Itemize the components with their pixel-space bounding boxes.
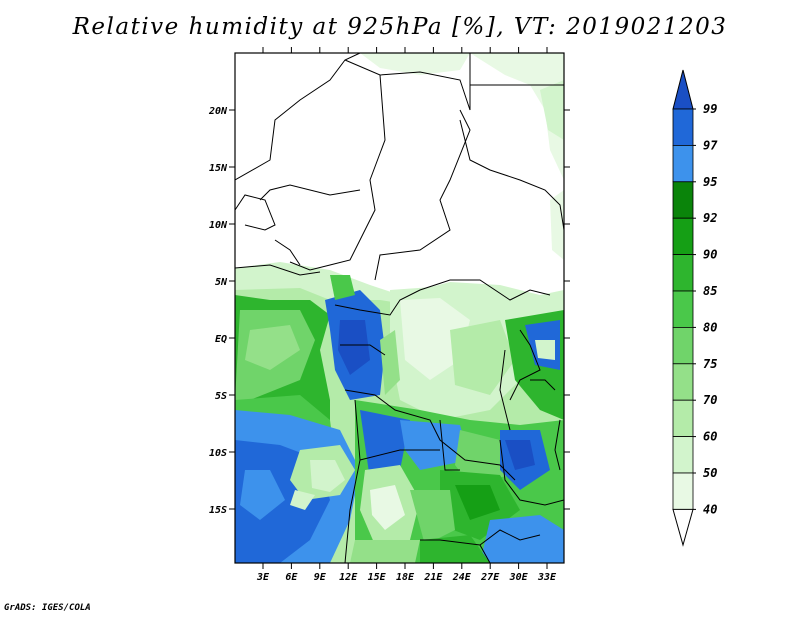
axis-ticks: 20N 15N 10N 5N EQ 5S 10S 15S 3E 6E 9E 12E 15E 18E 21E 2… — [208, 47, 570, 583]
colorbar-label: 60 — [703, 430, 717, 444]
colorbar-label: 90 — [703, 248, 717, 262]
colorbar-label: 50 — [703, 466, 717, 480]
lat-label: 5S — [215, 391, 227, 402]
lat-label: 10S — [209, 448, 227, 459]
colorbar-label: 97 — [703, 138, 718, 152]
lon-label: 9E — [314, 572, 327, 583]
lon-label: 3E — [256, 572, 270, 583]
colorbar-segment — [672, 436, 694, 474]
colorbar-segment — [672, 108, 694, 146]
colorbar-segment — [672, 144, 694, 183]
lon-label: 24E — [452, 572, 472, 583]
colorbar-segment — [672, 363, 694, 401]
lat-label: 10N — [209, 220, 228, 231]
lat-label: 15N — [209, 163, 228, 174]
colorbar-segment — [672, 290, 694, 328]
lat-label: EQ — [215, 334, 227, 345]
lat-label: 5N — [215, 277, 228, 288]
colorbar-bottom-triangle — [672, 508, 694, 547]
colorbar-label: 85 — [703, 284, 717, 298]
colorbar-label: 40 — [703, 502, 717, 516]
chart-title: Relative humidity at 925hPa [%], VT: 201… — [72, 14, 728, 40]
map-frame — [234, 52, 565, 564]
colorbar-label: 95 — [703, 175, 717, 189]
lon-label: 21E — [423, 572, 443, 583]
lon-label: 18E — [396, 572, 415, 583]
colorbar-label: 80 — [703, 320, 717, 334]
colorbar-label: 75 — [703, 357, 717, 371]
colorbar-segment — [672, 472, 694, 510]
colorbar-segment — [672, 399, 694, 438]
lon-label: 30E — [509, 572, 529, 583]
lat-label: 20N — [208, 106, 228, 117]
lon-label: 33E — [537, 572, 557, 583]
credit-label: GrADS: IGES/COLA — [4, 603, 91, 613]
colorbar-segment — [672, 326, 694, 365]
colorbar-segment — [672, 181, 694, 219]
humidity-field — [235, 53, 564, 563]
lon-label: 27E — [480, 572, 500, 583]
lon-label: 15E — [368, 572, 387, 583]
lon-label: 12E — [339, 572, 358, 583]
colorbar-label: 92 — [703, 211, 717, 225]
colorbar-label: 70 — [703, 393, 717, 407]
colorbar-label: 99 — [703, 102, 717, 116]
colorbar-segment — [672, 254, 694, 292]
colorbar-segment — [672, 217, 694, 255]
country-borders — [235, 53, 564, 563]
colorbar: 99 97 95 92 90 85 80 75 70 60 50 40 — [672, 69, 718, 547]
lon-label: 6E — [285, 572, 298, 583]
colorbar-top-triangle — [672, 69, 694, 110]
lat-label: 15S — [209, 505, 227, 516]
